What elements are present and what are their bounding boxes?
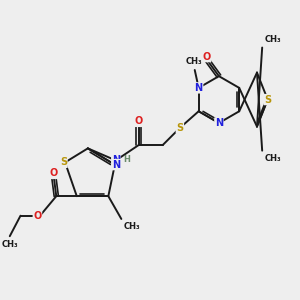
Text: N: N	[112, 160, 121, 170]
Text: CH₃: CH₃	[265, 35, 281, 44]
Text: O: O	[33, 211, 41, 221]
Text: CH₃: CH₃	[124, 222, 141, 231]
Text: N: N	[215, 118, 223, 128]
Text: CH₃: CH₃	[186, 57, 202, 66]
Text: H: H	[123, 155, 130, 164]
Text: N: N	[112, 155, 120, 165]
Text: O: O	[202, 52, 211, 61]
Text: O: O	[134, 116, 143, 126]
Text: S: S	[176, 123, 184, 133]
Text: N: N	[195, 83, 203, 93]
Text: CH₃: CH₃	[2, 240, 18, 249]
Text: CH₃: CH₃	[265, 154, 281, 163]
Text: O: O	[50, 168, 58, 178]
Text: S: S	[60, 158, 67, 167]
Text: S: S	[264, 94, 271, 105]
